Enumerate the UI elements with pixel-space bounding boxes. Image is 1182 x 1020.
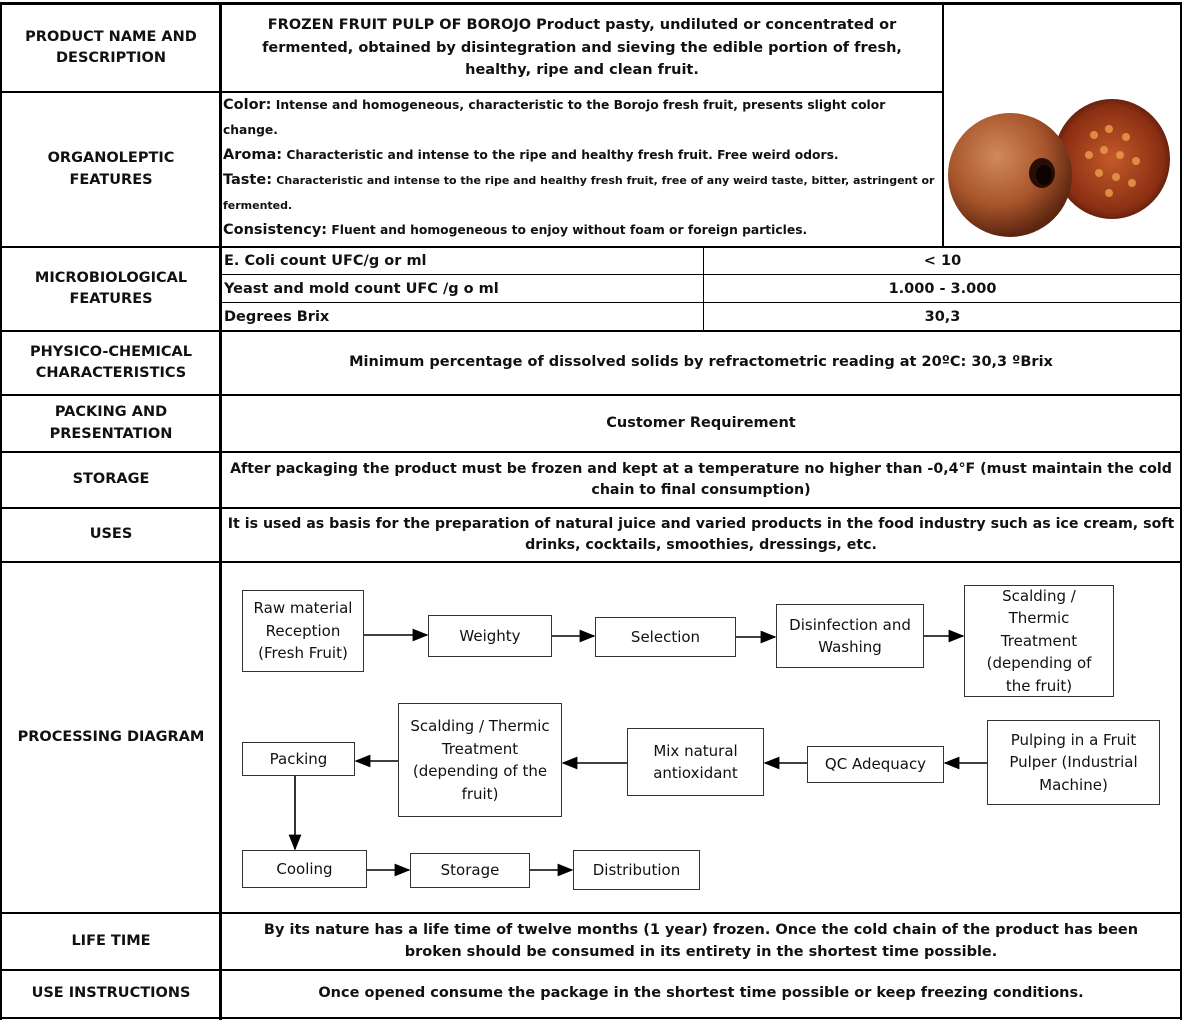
rule bbox=[220, 274, 1182, 275]
rule bbox=[703, 247, 704, 331]
storage: After packaging the product must be froz… bbox=[230, 460, 1172, 498]
rule bbox=[0, 2, 2, 1020]
rule bbox=[219, 2, 222, 1020]
product-description: FROZEN FRUIT PULP OF BOROJO Product past… bbox=[262, 17, 902, 79]
process-node: Distribution bbox=[573, 850, 700, 890]
process-node: Pulping in a Fruit Pulper (Industrial Ma… bbox=[987, 720, 1160, 805]
rule bbox=[0, 330, 1182, 332]
rule bbox=[0, 394, 1182, 396]
process-node: Storage bbox=[410, 853, 530, 888]
row-label: USE INSTRUCTIONS bbox=[31, 985, 191, 1002]
feature-text: Fluent and homogeneous to enjoy without … bbox=[331, 223, 808, 237]
rule bbox=[0, 246, 1182, 248]
process-node: Disinfection and Washing bbox=[776, 604, 924, 668]
feature: Consistency: Fluent and homogeneous to e… bbox=[223, 218, 941, 243]
row-label: PACKING AND PRESENTATION bbox=[49, 404, 173, 442]
rule bbox=[0, 969, 1182, 971]
row-label: PHYSICO-CHEMICAL CHARACTERISTICS bbox=[30, 343, 192, 381]
rule bbox=[942, 2, 944, 247]
packing: Customer Requirement bbox=[606, 414, 796, 431]
process-node: Weighty bbox=[428, 615, 552, 657]
fruit-image bbox=[948, 99, 1170, 237]
row-label: ORGANOLEPTIC FEATURES bbox=[47, 150, 175, 188]
rule bbox=[0, 91, 943, 93]
process-node: Scalding / Thermic Treatment (depending … bbox=[964, 585, 1114, 697]
process-node: Cooling bbox=[242, 850, 367, 888]
process-node: QC Adequacy bbox=[807, 746, 944, 783]
feature-text: Intense and homogeneous, characteristic … bbox=[223, 98, 886, 137]
rule bbox=[1180, 2, 1182, 1020]
row-label: USES bbox=[89, 526, 133, 543]
row-label: MICROBIOLOGICAL FEATURES bbox=[34, 269, 188, 307]
micro-value: 30,3 bbox=[924, 309, 961, 325]
row-label: PRODUCT NAME AND DESCRIPTION bbox=[25, 28, 197, 66]
uses: It is used as basis for the preparation … bbox=[227, 515, 1175, 553]
feature-name: Color: bbox=[223, 97, 272, 113]
process-node: Selection bbox=[595, 617, 736, 657]
feature-text: Characteristic and intense to the ripe a… bbox=[286, 148, 839, 162]
micro-value: < 10 bbox=[923, 253, 962, 269]
feature: Aroma: Characteristic and intense to the… bbox=[223, 143, 941, 168]
rule bbox=[0, 561, 1182, 563]
feature-name: Aroma: bbox=[223, 147, 283, 163]
rule bbox=[0, 451, 1182, 453]
micro-name: E. Coli count UFC/g or ml bbox=[224, 253, 427, 269]
life-time: By its nature has a life time of twelve … bbox=[263, 921, 1139, 960]
feature-name: Consistency: bbox=[223, 222, 328, 238]
micro-value: 1.000 - 3.000 bbox=[888, 281, 997, 297]
row-label: STORAGE bbox=[72, 471, 150, 488]
rule bbox=[0, 507, 1182, 509]
process-node: Scalding / Thermic Treatment (depending … bbox=[398, 703, 562, 817]
feature: Color: Intense and homogeneous, characte… bbox=[223, 93, 941, 143]
feature-name: Taste: bbox=[223, 172, 273, 188]
feature-text: Characteristic and intense to the ripe a… bbox=[223, 174, 935, 212]
row-label: PROCESSING DIAGRAM bbox=[17, 728, 205, 745]
rule bbox=[0, 1017, 1182, 1019]
process-node: Raw material Reception (Fresh Fruit) bbox=[242, 590, 364, 672]
use-instructions: Once opened consume the package in the s… bbox=[318, 985, 1084, 1002]
rule bbox=[0, 912, 1182, 914]
rule bbox=[220, 302, 1182, 303]
process-node: Mix natural antioxidant bbox=[627, 728, 764, 796]
row-label: LIFE TIME bbox=[71, 932, 151, 949]
micro-name: Yeast and mold count UFC /g o ml bbox=[224, 281, 499, 297]
feature: Taste: Characteristic and intense to the… bbox=[223, 168, 941, 218]
micro-name: Degrees Brix bbox=[224, 309, 330, 325]
organoleptic-list: Color: Intense and homogeneous, characte… bbox=[223, 93, 941, 243]
physico-chemical: Minimum percentage of dissolved solids b… bbox=[349, 354, 1053, 371]
rule bbox=[0, 2, 1182, 5]
process-node: Packing bbox=[242, 742, 355, 776]
